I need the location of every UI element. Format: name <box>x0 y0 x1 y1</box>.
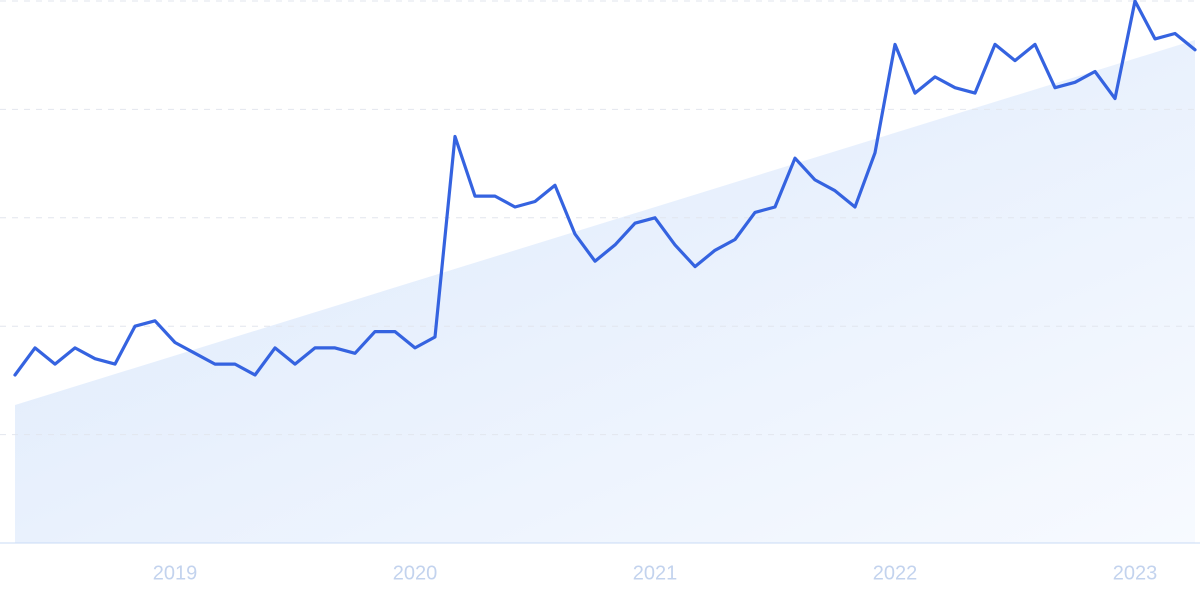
x-tick-label: 2021 <box>633 562 678 584</box>
x-tick-label: 2020 <box>393 562 438 584</box>
x-tick-label: 2022 <box>873 562 918 584</box>
trend-line <box>13 0 1197 377</box>
trend-area <box>15 40 1195 543</box>
x-tick-label: 2023 <box>1113 562 1158 584</box>
x-tick-label: 2019 <box>153 562 198 584</box>
